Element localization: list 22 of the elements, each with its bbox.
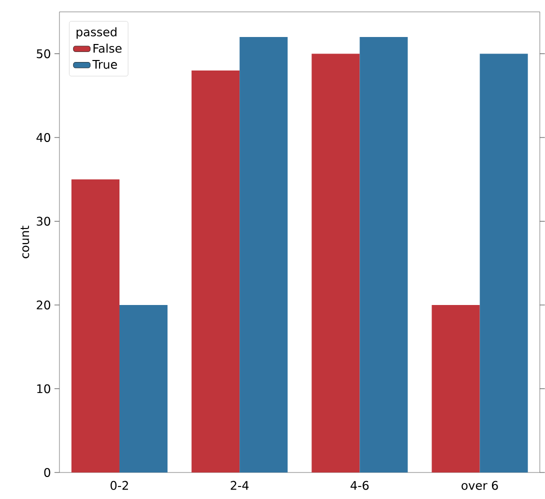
x-tick-label: 2-4 bbox=[230, 480, 249, 490]
y-tick-label: 30 bbox=[36, 216, 50, 226]
x-tick-label: 0-2 bbox=[110, 480, 128, 490]
legend-label: False bbox=[94, 44, 122, 53]
legend-title: passed bbox=[76, 27, 116, 39]
y-tick-label: 20 bbox=[36, 300, 50, 310]
bar bbox=[432, 304, 480, 472]
y-tick-label: 10 bbox=[37, 384, 50, 394]
bar bbox=[360, 36, 408, 472]
bar bbox=[480, 54, 528, 472]
bar bbox=[312, 54, 360, 472]
bar bbox=[119, 304, 168, 472]
x-tick-label: over 6 bbox=[462, 480, 498, 490]
y-axis-title: count bbox=[20, 226, 30, 258]
y-tick-label: 0 bbox=[44, 468, 50, 477]
y-tick-label: 50 bbox=[36, 49, 50, 58]
bar bbox=[240, 36, 288, 472]
bar bbox=[71, 179, 120, 472]
x-tick-label: 4-6 bbox=[350, 480, 369, 490]
y-tick-label: 40 bbox=[36, 132, 50, 142]
legend-label: True bbox=[92, 60, 117, 69]
bar bbox=[192, 70, 240, 472]
